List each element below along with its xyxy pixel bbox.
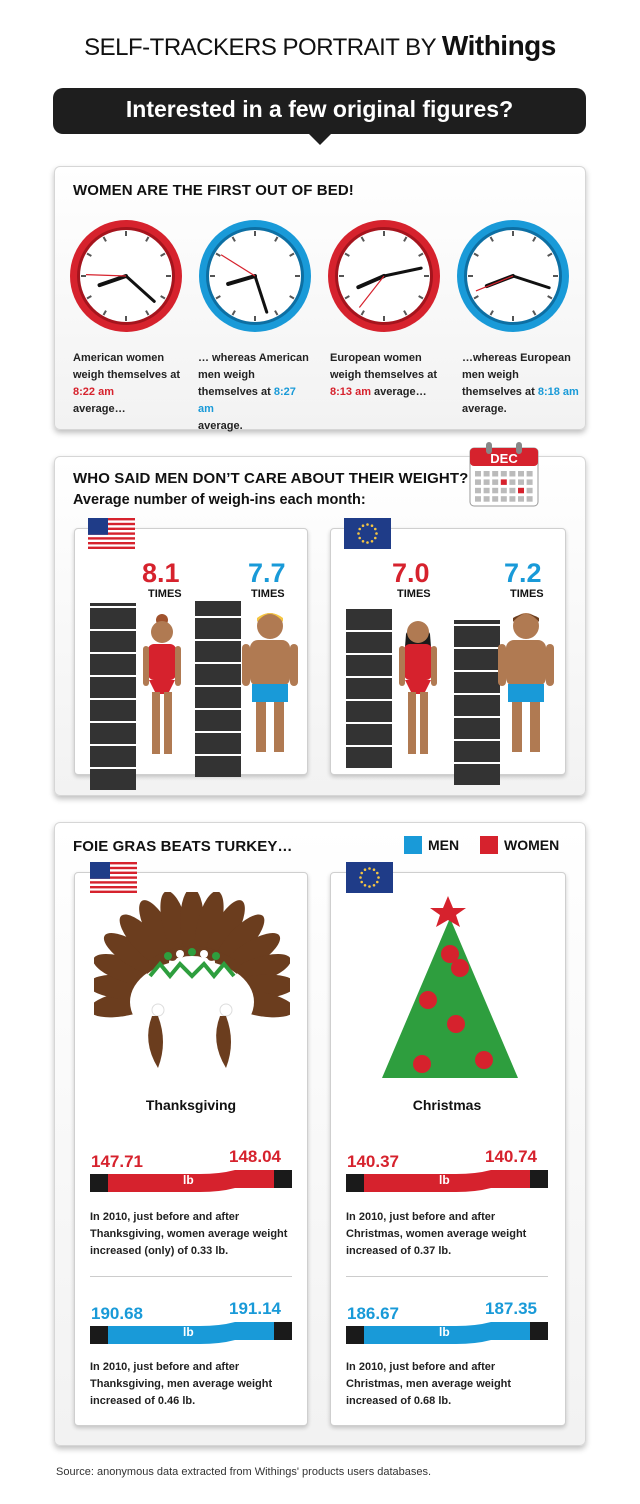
tg-men-before: 190.68 — [91, 1304, 143, 1323]
man-figure-icon — [498, 613, 554, 752]
legend-women-label: WOMEN — [504, 837, 560, 853]
legend-men-label: MEN — [428, 837, 460, 853]
eu-women-stack — [346, 607, 392, 768]
eu-flag-icon — [346, 862, 393, 893]
brand-name: Withings — [441, 30, 556, 61]
xmas-women-weight-bar — [346, 1170, 548, 1192]
caption-european-men: …whereas European men weigh themselves a… — [462, 352, 579, 415]
time-european-men: 8:18 am — [537, 386, 579, 398]
clock-icon-european-women — [328, 220, 440, 332]
holidays-title: FOIE GRAS BEATS TURKEY… — [73, 838, 293, 855]
banner-background — [53, 88, 586, 134]
tg-women-unit: lb — [183, 1173, 194, 1187]
eu-men-stack — [454, 601, 500, 785]
us-flag-icon — [88, 518, 135, 549]
eu-flag-icon — [344, 518, 391, 549]
us-men-count: 7.7 — [248, 558, 286, 588]
woman-figure-icon — [143, 614, 181, 754]
brand-title: SELF-TRACKERS PORTRAIT BY Withings — [0, 30, 640, 62]
xmas-women-before: 140.37 — [347, 1152, 399, 1171]
time-european-women: 8:13 am — [330, 386, 371, 398]
headdress-icon — [94, 892, 290, 1068]
time-american-women: 8:22 am — [73, 386, 114, 398]
us-flag-icon — [90, 862, 137, 893]
legend-women-swatch — [480, 836, 498, 854]
banner-title: Interested in a few original figures? — [125, 96, 514, 122]
banner-pointer — [308, 133, 332, 145]
tg-women-after: 148.04 — [229, 1147, 281, 1166]
xmas-men-text: In 2010, just before and after Christmas… — [346, 1361, 512, 1407]
caption-american-women: American women weigh themselves at 8:22 … — [73, 352, 180, 415]
woman-figure-icon — [399, 621, 437, 754]
us-women-stack — [90, 583, 136, 790]
time-american-men: 8:27 am — [198, 386, 296, 415]
xmas-divider — [346, 1276, 548, 1277]
tg-men-unit: lb — [183, 1325, 194, 1339]
xmas-women-after: 140.74 — [485, 1147, 537, 1166]
clock-icon-european-men — [457, 220, 569, 332]
xmas-men-weight-bar — [346, 1322, 548, 1344]
weighins-subtitle: Average number of weigh-ins each month: — [73, 492, 366, 508]
tg-women-text: In 2010, just before and after Thanksgiv… — [90, 1211, 288, 1257]
christmas-label: Christmas — [412, 1097, 482, 1113]
thanksgiving-label: Thanksgiving — [145, 1097, 237, 1113]
weighins-title: WHO SAID MEN DON’T CARE ABOUT THEIR WEIG… — [73, 470, 469, 487]
christmas-tree-icon — [382, 896, 518, 1078]
tg-divider — [90, 1276, 292, 1277]
us-men-stack — [195, 593, 241, 777]
man-figure-icon — [242, 613, 298, 752]
tg-men-after: 191.14 — [229, 1299, 281, 1318]
xmas-men-after: 187.35 — [485, 1299, 537, 1318]
xmas-men-before: 186.67 — [347, 1304, 399, 1323]
legend-men-swatch — [404, 836, 422, 854]
eu-women-count: 7.0 — [392, 558, 430, 588]
source-note: Source: anonymous data extracted from Wi… — [56, 1466, 432, 1478]
brand-prefix: SELF-TRACKERS PORTRAIT BY — [84, 34, 436, 61]
tg-men-text: In 2010, just before and after Thanksgiv… — [90, 1361, 273, 1407]
tg-women-before: 147.71 — [91, 1152, 143, 1171]
xmas-men-unit: lb — [439, 1325, 450, 1339]
eu-women-times: TIMES — [397, 588, 431, 600]
eu-men-count: 7.2 — [504, 558, 542, 588]
tg-men-weight-bar — [90, 1322, 292, 1344]
caption-american-men: … whereas American men weigh themselves … — [198, 352, 309, 432]
us-men-times: TIMES — [251, 588, 285, 600]
xmas-women-unit: lb — [439, 1173, 450, 1187]
caption-european-women: European women weigh themselves at 8:13 … — [330, 352, 437, 398]
clock-icon-american-women — [70, 220, 182, 332]
calendar-month: DEC — [490, 451, 518, 466]
calendar-icon: DEC — [468, 440, 540, 508]
us-women-times: TIMES — [148, 588, 182, 600]
tg-women-weight-bar — [90, 1170, 292, 1192]
clock-icon-american-men — [199, 220, 311, 332]
wakeup-title: WOMEN ARE THE FIRST OUT OF BED! — [73, 182, 354, 199]
xmas-women-text: In 2010, just before and after Christmas… — [346, 1211, 527, 1257]
us-women-count: 8.1 — [142, 558, 180, 588]
eu-men-times: TIMES — [510, 588, 544, 600]
